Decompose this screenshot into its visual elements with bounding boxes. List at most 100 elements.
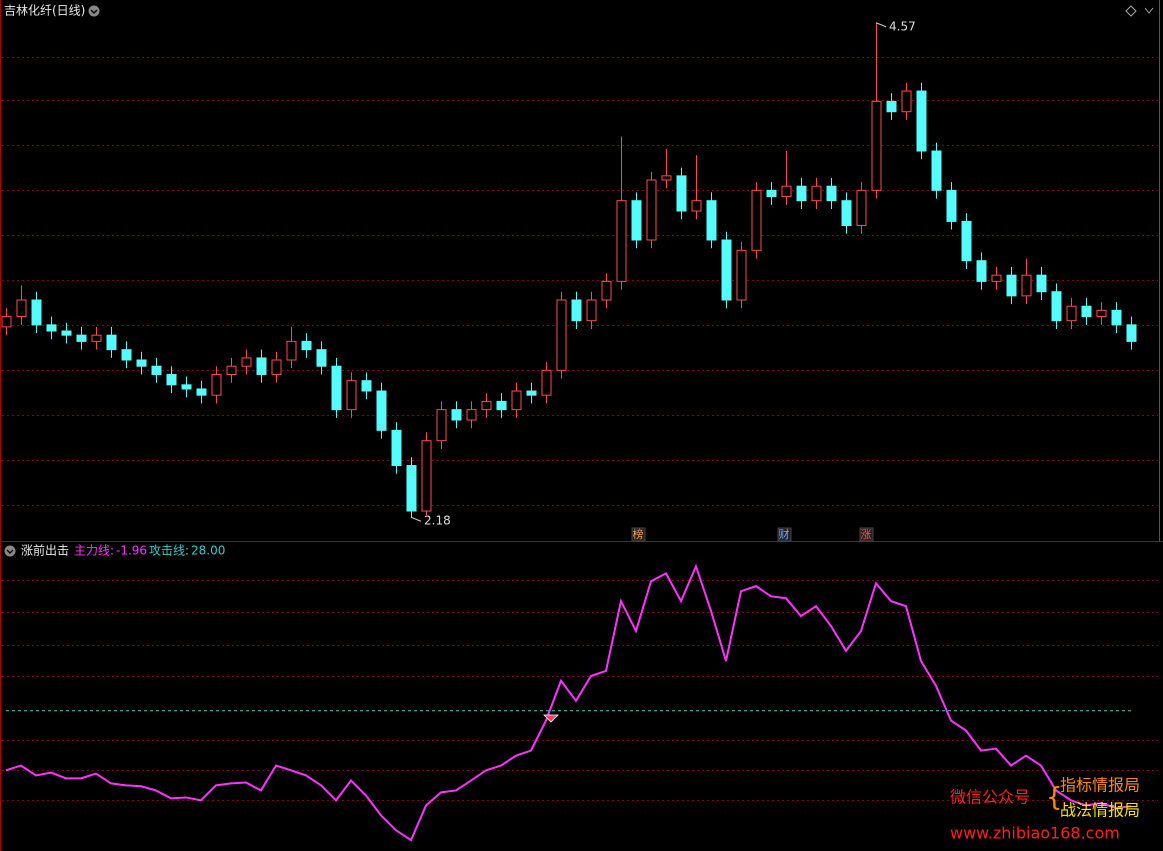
candle-body — [466, 409, 477, 421]
candle-body — [946, 189, 957, 222]
candle-body — [526, 390, 537, 396]
candle-body — [361, 380, 372, 392]
candle-body — [16, 299, 27, 318]
main-line — [5, 563, 1132, 842]
watermark-text: 微信公众号 — [950, 788, 1030, 807]
candle-body — [646, 179, 657, 241]
candle-body — [541, 369, 552, 396]
candle-body — [991, 274, 1002, 282]
menu-icon-arrow — [90, 9, 98, 14]
candle-body — [106, 334, 117, 351]
candle-body — [46, 324, 57, 332]
candle-body — [436, 409, 447, 442]
candle-body — [901, 90, 912, 113]
candle-body — [1096, 309, 1107, 318]
candle-body — [316, 349, 327, 367]
candle-body — [976, 260, 987, 282]
signal-icon — [543, 714, 559, 723]
indicator-menu-icon[interactable] — [4, 545, 16, 557]
candle-body — [556, 299, 567, 371]
candle-body — [406, 465, 417, 512]
watermark-text: 战法情报局 — [1060, 801, 1140, 820]
candle-body — [676, 175, 687, 212]
candle-body — [166, 373, 177, 386]
candle-body — [886, 100, 897, 113]
chart-title: 吉林化纤(日线) — [4, 4, 85, 18]
candle-body — [721, 239, 732, 301]
legend-value: -1.96 — [116, 544, 147, 558]
candle-body — [286, 340, 297, 361]
indicator-title: 涨前出击 — [21, 543, 69, 558]
candle-body — [766, 189, 777, 198]
legend-value: 28.00 — [191, 544, 225, 558]
candle-body — [931, 150, 942, 191]
candle-body — [1006, 274, 1017, 297]
candle-body — [706, 200, 717, 241]
candle-body — [796, 185, 807, 202]
candle-body — [271, 359, 282, 375]
candle-body — [421, 440, 432, 512]
indicator-menu-arrow — [6, 549, 14, 554]
event-marker-box — [631, 527, 646, 542]
candle-body — [961, 220, 972, 262]
candle-body — [826, 185, 837, 202]
legend-name: 主力线: — [74, 544, 114, 558]
candle-body — [301, 340, 312, 351]
watermark-brace: { — [1046, 783, 1063, 813]
candle-body — [91, 334, 102, 342]
plot: 4.57 2.18 榜 财 涨 — [1, 19, 1137, 842]
candle-body — [76, 334, 87, 342]
candle-body — [871, 100, 882, 191]
candle-body — [691, 200, 702, 212]
watermark-text: 指标情报局 — [1060, 776, 1140, 795]
diamond-icon[interactable] — [1125, 5, 1137, 17]
low-annotation: 2.18 — [424, 514, 451, 528]
candle-body — [1, 316, 12, 328]
legend-name: 攻击线: — [149, 544, 189, 558]
candle-body — [1126, 324, 1137, 342]
candle-body — [226, 365, 237, 375]
candle-body — [196, 388, 207, 396]
candle-body — [256, 357, 267, 375]
candle-body — [481, 400, 492, 411]
candle-body — [121, 349, 132, 361]
candle-body — [211, 373, 222, 396]
candle-body — [391, 429, 402, 467]
candle-body — [331, 365, 342, 411]
candle-body — [1021, 274, 1032, 297]
candle-body — [571, 299, 582, 322]
candle-body — [1066, 305, 1077, 322]
candle-body — [1111, 309, 1122, 326]
candle-body — [346, 380, 357, 411]
candle-body — [376, 390, 387, 431]
candle-body — [241, 357, 252, 367]
event-marker: 涨 — [861, 528, 872, 541]
candle-body — [1036, 274, 1047, 293]
candle-body — [586, 299, 597, 322]
annotation-arrow — [875, 22, 887, 28]
candle-body — [601, 280, 612, 301]
candle-body — [1081, 305, 1092, 318]
candle-body — [451, 409, 462, 421]
candle-body — [1051, 291, 1062, 322]
candle-body — [916, 90, 927, 152]
candle-body — [751, 189, 762, 251]
candle-body — [31, 299, 42, 326]
event-marker: 榜 — [633, 527, 644, 541]
candle-body — [856, 189, 867, 227]
collapse-icon[interactable] — [1144, 7, 1154, 14]
event-marker: 财 — [779, 527, 790, 541]
candle-body — [61, 330, 72, 336]
candle-body — [631, 200, 642, 241]
event-marker-box — [777, 527, 792, 542]
menu-icon[interactable] — [88, 5, 100, 17]
candle-body — [616, 200, 627, 282]
candle-body — [661, 175, 672, 181]
candle-body — [181, 384, 192, 390]
candle-body — [811, 185, 822, 202]
candle-body — [736, 249, 747, 301]
watermark-url: www.zhibiao168.com — [950, 824, 1120, 843]
